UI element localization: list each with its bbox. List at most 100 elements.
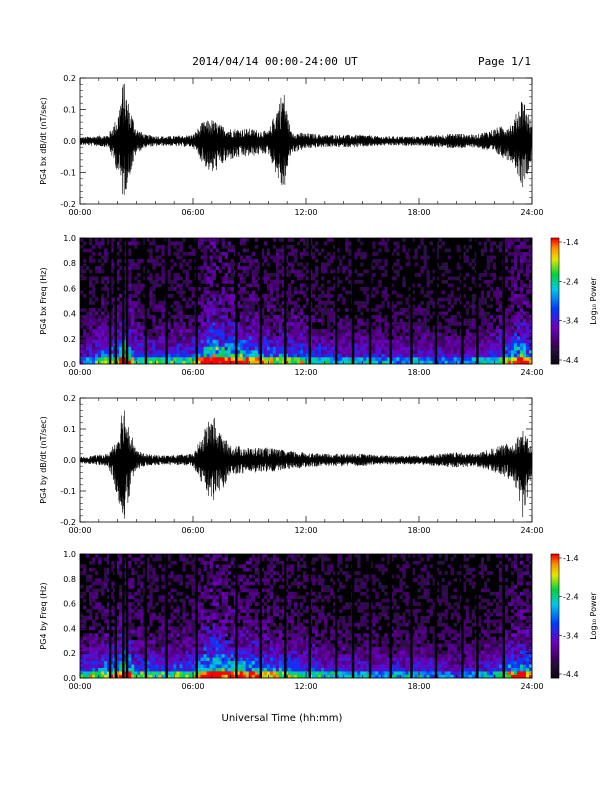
heatmap-cell bbox=[134, 262, 138, 267]
heatmap-cell bbox=[239, 343, 244, 347]
heatmap-cell bbox=[315, 311, 319, 316]
heatmap-cell bbox=[296, 336, 301, 340]
heatmap-cell bbox=[480, 311, 485, 316]
heatmap-cell bbox=[119, 357, 123, 361]
heatmap-cell bbox=[414, 350, 418, 354]
heatmap-cell bbox=[128, 332, 132, 337]
heatmap-cell bbox=[465, 350, 470, 354]
heatmap-cell bbox=[110, 336, 114, 340]
heatmap-cell bbox=[414, 248, 418, 253]
heatmap-cell bbox=[516, 248, 521, 253]
heatmap-cell bbox=[119, 322, 123, 326]
heatmap-cell bbox=[215, 255, 219, 260]
heatmap-cell bbox=[92, 308, 96, 312]
heatmap-cell bbox=[215, 339, 219, 344]
heatmap-cell bbox=[272, 322, 277, 326]
heatmap-cell bbox=[330, 346, 334, 351]
heatmap-cell bbox=[453, 350, 457, 354]
heatmap-cell bbox=[107, 595, 111, 600]
heatmap-cell bbox=[89, 360, 93, 365]
heatmap-cell bbox=[324, 308, 328, 312]
heatmap-cell bbox=[471, 343, 476, 347]
heatmap-cell bbox=[321, 350, 325, 354]
heatmap-cell bbox=[173, 325, 177, 330]
heatmap-cell bbox=[396, 301, 400, 305]
heatmap-cell bbox=[284, 339, 289, 344]
heatmap-cell bbox=[432, 332, 436, 337]
heatmap-cell bbox=[342, 297, 346, 302]
heatmap-cell bbox=[492, 318, 497, 323]
heatmap-cell bbox=[191, 588, 195, 593]
heatmap-cell bbox=[441, 346, 445, 351]
heatmap-cell bbox=[462, 276, 466, 281]
heatmap-cell bbox=[327, 357, 331, 361]
heatmap-cell bbox=[209, 353, 213, 358]
heatmap-cell bbox=[384, 259, 388, 263]
heatmap-cell bbox=[272, 245, 277, 249]
heatmap-cell bbox=[281, 318, 286, 323]
heatmap-cell bbox=[98, 653, 102, 658]
heatmap-cell bbox=[152, 664, 156, 668]
heatmap-cell bbox=[146, 574, 150, 579]
heatmap-cell bbox=[227, 269, 231, 274]
heatmap-cell bbox=[188, 350, 192, 354]
heatmap-cell bbox=[327, 315, 331, 319]
heatmap-cell bbox=[140, 619, 144, 624]
heatmap-cell bbox=[354, 332, 358, 337]
heatmap-cell bbox=[312, 315, 316, 319]
heatmap-cell bbox=[444, 266, 448, 270]
heatmap-cell bbox=[510, 276, 515, 281]
heatmap-cell bbox=[456, 357, 460, 361]
heatmap-cell bbox=[281, 329, 286, 333]
heatmap-cell bbox=[306, 276, 310, 281]
heatmap-cell bbox=[378, 315, 382, 319]
heatmap-cell bbox=[149, 353, 153, 358]
heatmap-cell bbox=[119, 602, 123, 606]
heatmap-cell bbox=[465, 332, 470, 337]
heatmap-cell bbox=[203, 336, 207, 340]
heatmap-cell bbox=[327, 350, 331, 354]
heatmap-cell bbox=[197, 616, 201, 620]
heatmap-cell bbox=[293, 318, 298, 323]
heatmap-cell bbox=[390, 343, 394, 347]
heatmap-cell bbox=[167, 643, 171, 648]
colorbar-swatch bbox=[551, 334, 559, 338]
heatmap-cell bbox=[384, 350, 388, 354]
heatmap-cell bbox=[411, 350, 415, 354]
heatmap-cell bbox=[438, 325, 442, 330]
heatmap-cell bbox=[251, 269, 256, 274]
heatmap-cell bbox=[167, 332, 171, 337]
heatmap-cell bbox=[281, 360, 286, 365]
heatmap-cell bbox=[209, 308, 213, 312]
heatmap-cell bbox=[146, 595, 150, 600]
heatmap-cell bbox=[336, 353, 340, 358]
heatmap-cell bbox=[167, 287, 171, 291]
heatmap-cell bbox=[95, 346, 99, 351]
heatmap-cell bbox=[510, 332, 515, 337]
heatmap-cell bbox=[429, 332, 433, 337]
heatmap-cell bbox=[360, 255, 364, 260]
heatmap-cell bbox=[254, 301, 259, 305]
heatmap-cell bbox=[98, 350, 102, 354]
heatmap-cell bbox=[221, 329, 225, 333]
heatmap-cell bbox=[98, 622, 102, 627]
heatmap-cell bbox=[480, 294, 485, 298]
heatmap-cell bbox=[456, 248, 460, 253]
heatmap-cell bbox=[315, 297, 319, 302]
heatmap-cell bbox=[525, 238, 530, 242]
data-gap bbox=[434, 238, 438, 364]
heatmap-cell bbox=[248, 255, 253, 260]
heatmap-cell bbox=[110, 322, 114, 326]
heatmap-cell bbox=[483, 297, 488, 302]
heatmap-cell bbox=[161, 311, 165, 316]
heatmap-cell bbox=[480, 353, 485, 358]
heatmap-cell bbox=[161, 619, 165, 624]
heatmap-cell bbox=[302, 304, 307, 309]
heatmap-cell bbox=[170, 643, 174, 648]
heatmap-cell bbox=[146, 626, 150, 631]
heatmap-cell bbox=[278, 329, 283, 333]
heatmap-cell bbox=[513, 353, 518, 358]
heatmap-cell bbox=[312, 343, 316, 347]
heatmap-cell bbox=[197, 332, 201, 337]
heatmap-cell bbox=[146, 564, 150, 569]
